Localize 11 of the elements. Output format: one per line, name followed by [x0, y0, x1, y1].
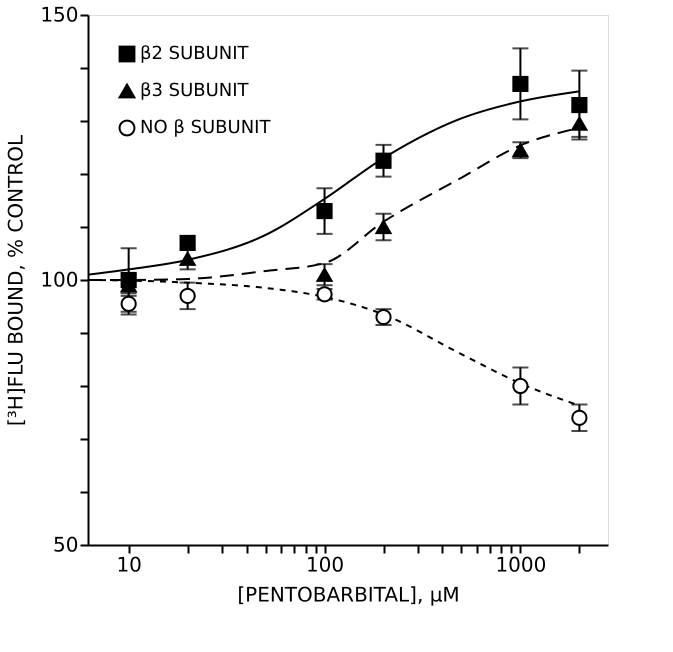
legend-label: β2 SUBUNIT — [140, 43, 250, 64]
x-tick-label: 1000 — [495, 552, 546, 576]
y-tick-label: 150 — [40, 2, 78, 26]
x-tick-label: 10 — [116, 552, 142, 576]
x-tick-label: 100 — [306, 552, 344, 576]
y-tick-label: 50 — [53, 532, 78, 556]
x-axis-title: [PENTOBARBITAL], μM — [237, 582, 460, 606]
y-tick-label: 100 — [40, 268, 78, 292]
y-axis-title: [³H]FLU BOUND, % CONTROL — [3, 134, 28, 426]
legend-label: NO β SUBUNIT — [140, 117, 272, 138]
legend-label: β3 SUBUNIT — [140, 80, 250, 101]
